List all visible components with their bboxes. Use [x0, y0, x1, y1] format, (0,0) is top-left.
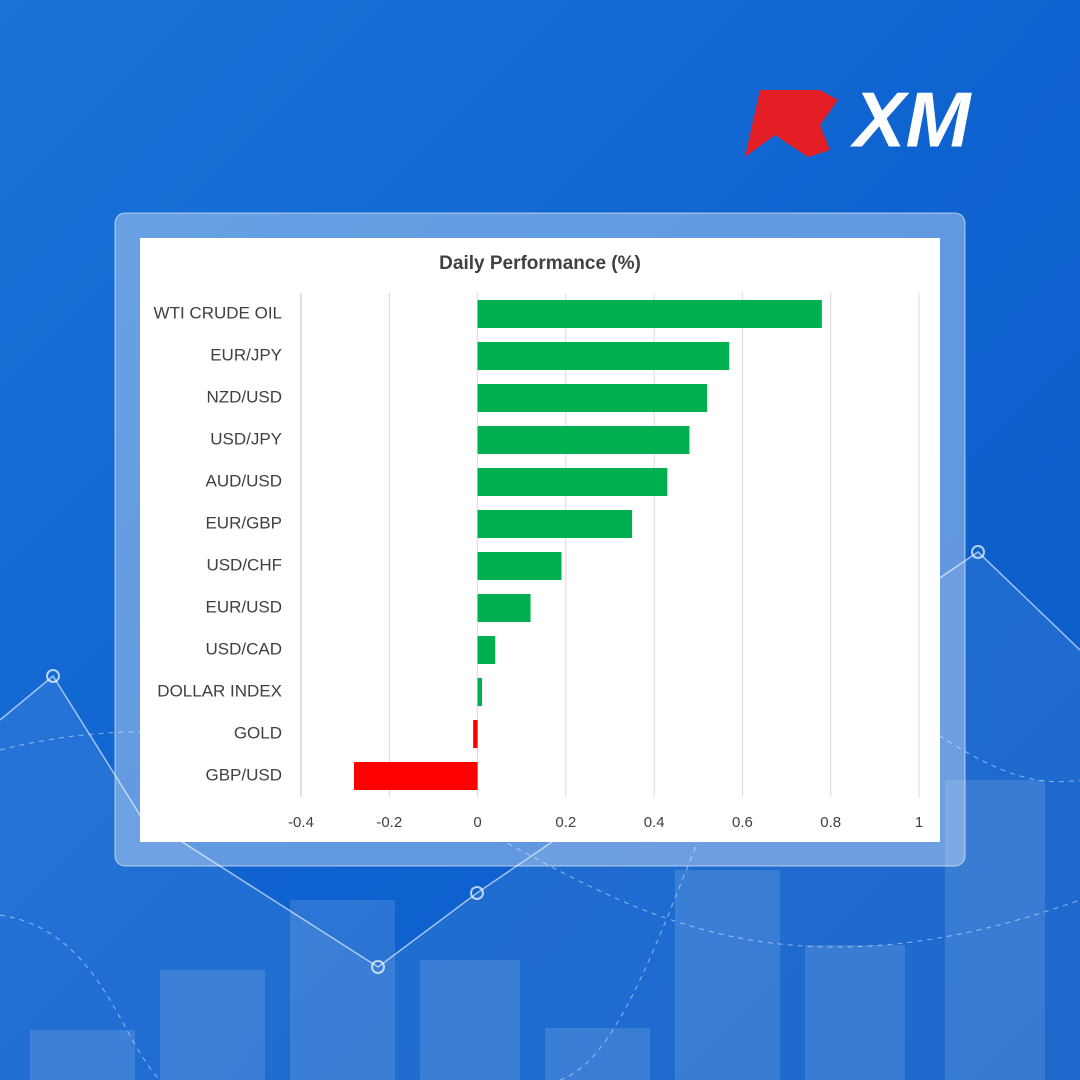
bar	[477, 384, 708, 412]
bar	[477, 678, 482, 706]
bar	[477, 636, 496, 664]
logo-text: XM	[850, 76, 973, 164]
bar	[353, 762, 478, 790]
category-label: USD/CHF	[206, 555, 282, 574]
bar	[477, 468, 668, 496]
category-label: EUR/USD	[205, 597, 282, 616]
plot: -0.4 -0.2 0 0.2 0.4 0.6 0.8 1 WTI CRUDE OIL EUR/J…	[154, 293, 923, 831]
x-tick-label: -0.4	[288, 814, 314, 831]
category-label: USD/CAD	[205, 639, 282, 658]
category-label: EUR/GBP	[205, 513, 282, 532]
x-tick-label: -0.2	[376, 814, 402, 831]
bar	[473, 720, 478, 748]
category-label: GOLD	[234, 723, 282, 742]
x-tick-label: 1	[915, 814, 923, 831]
category-label: USD/JPY	[210, 429, 282, 448]
category-label: NZD/USD	[206, 387, 282, 406]
chart-area	[140, 238, 940, 842]
x-tick-label: 0	[473, 814, 481, 831]
bar	[477, 342, 730, 370]
x-tick-label: 0.2	[555, 814, 576, 831]
bar	[477, 426, 690, 454]
category-label: DOLLAR INDEX	[157, 681, 282, 700]
category-label: EUR/JPY	[210, 345, 282, 364]
category-label: GBP/USD	[205, 765, 282, 784]
chart-title: Daily Performance (%)	[439, 253, 641, 274]
bar	[477, 594, 531, 622]
x-tick-label: 0.4	[644, 814, 665, 831]
x-tick-label: 0.6	[732, 814, 753, 831]
category-label: WTI CRUDE OIL	[154, 303, 282, 322]
x-tick-label: 0.8	[820, 814, 841, 831]
bar	[477, 552, 562, 580]
logo: XM	[745, 76, 973, 164]
bar	[477, 300, 822, 328]
bar	[477, 510, 633, 538]
category-label: AUD/USD	[205, 471, 282, 490]
